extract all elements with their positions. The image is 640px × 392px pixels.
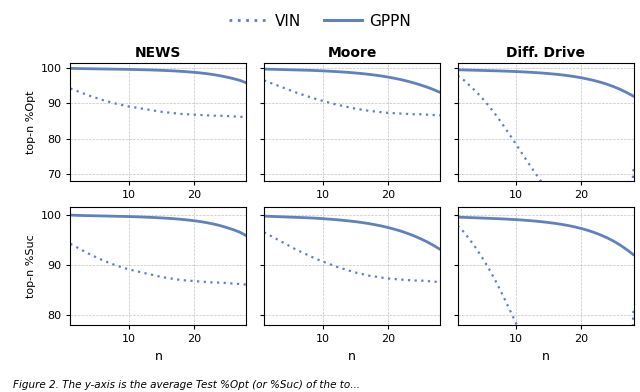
Title: NEWS: NEWS [135,46,182,60]
X-axis label: n: n [154,350,163,363]
Text: Figure 2. The y-axis is the average Test %Opt (or %Suc) of the to...: Figure 2. The y-axis is the average Test… [13,380,360,390]
X-axis label: n: n [541,350,550,363]
Y-axis label: top-n %Opt: top-n %Opt [26,90,36,154]
Title: Diff. Drive: Diff. Drive [506,46,585,60]
Y-axis label: top-n %Suc: top-n %Suc [26,234,36,298]
Legend: VIN, GPPN: VIN, GPPN [223,7,417,35]
Title: Moore: Moore [327,46,377,60]
X-axis label: n: n [348,350,356,363]
